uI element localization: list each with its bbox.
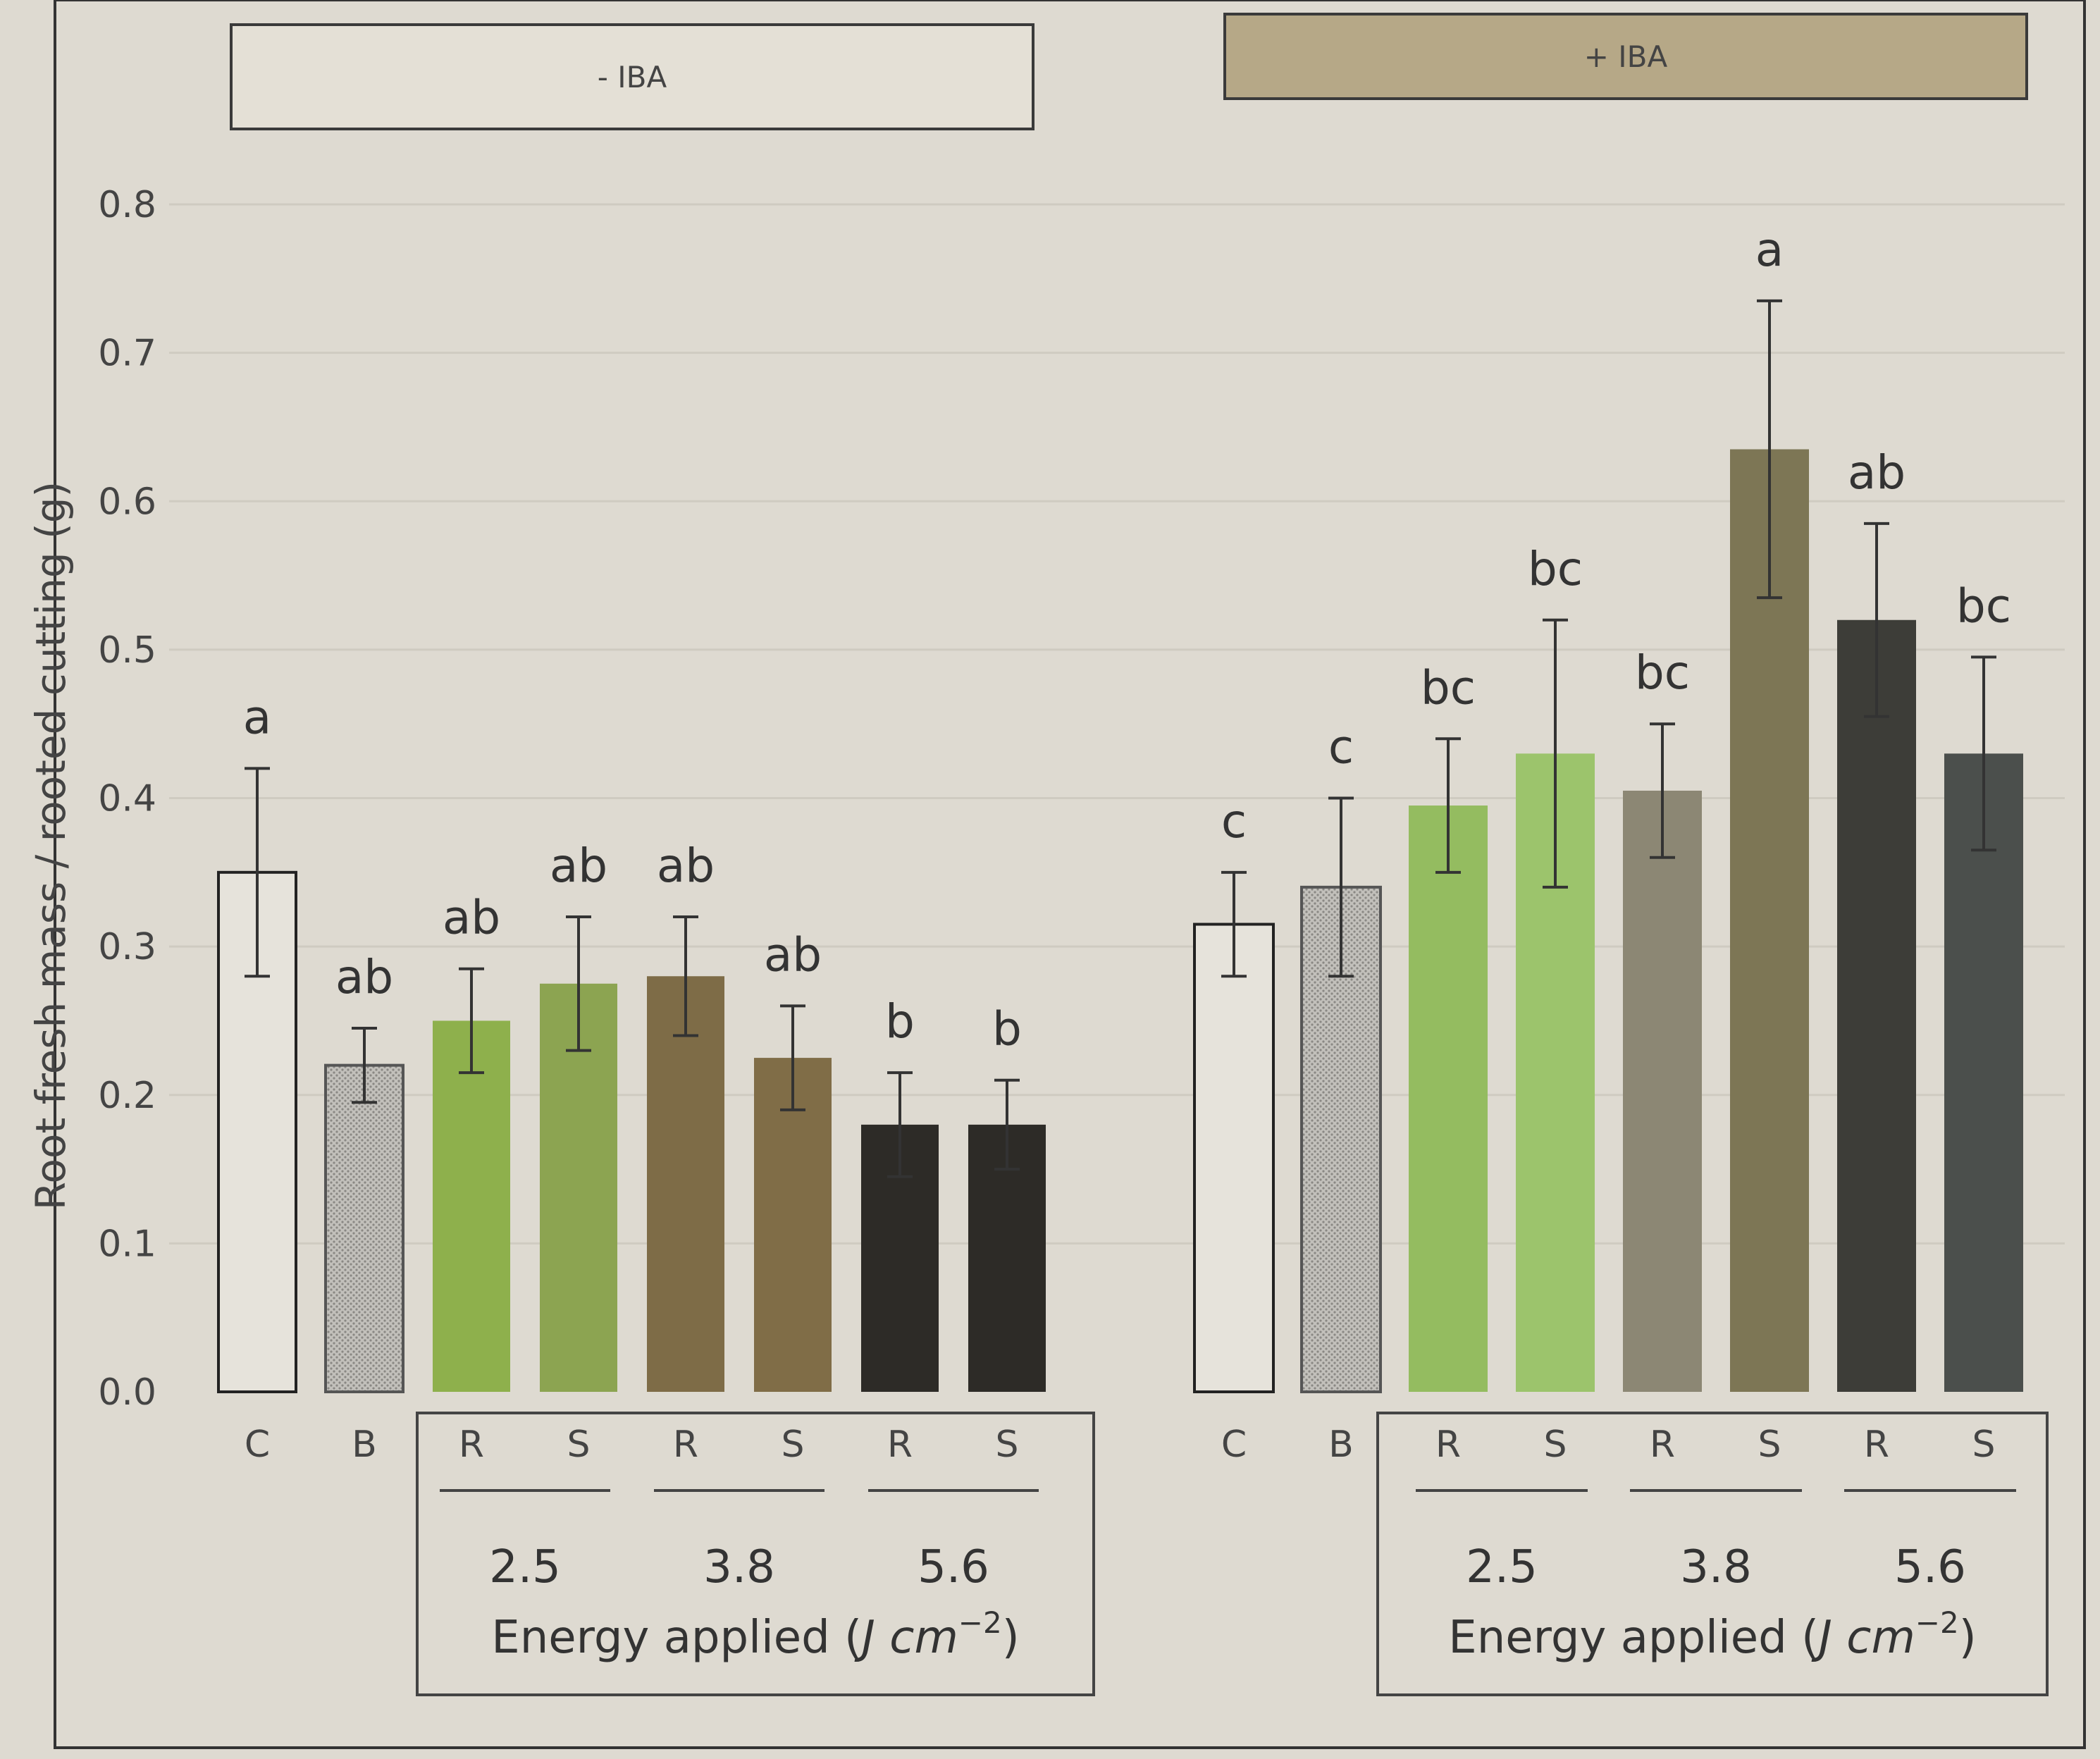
significance-letter: bc [1528, 542, 1583, 596]
panel-header [230, 23, 1034, 130]
significance-letter: bc [1421, 660, 1476, 715]
category-label: S [1972, 1424, 1995, 1466]
significance-letter: ab [1848, 445, 1906, 500]
category-label: S [781, 1424, 804, 1466]
y-tick-label: 0.4 [98, 778, 156, 820]
category-label: S [1758, 1424, 1781, 1466]
bar [1193, 922, 1275, 1393]
panel-header [1223, 13, 2028, 100]
panel-title: - IBA [598, 60, 667, 94]
significance-letter: ab [764, 927, 822, 982]
significance-letter: c [1328, 720, 1354, 774]
y-tick-label: 0.1 [98, 1223, 156, 1265]
significance-letter: b [992, 1002, 1022, 1056]
y-tick-label: 0.6 [98, 481, 156, 523]
significance-letter: b [885, 994, 915, 1049]
bar [324, 1063, 404, 1393]
y-tick-label: 0.5 [98, 629, 156, 672]
category-label: R [1435, 1424, 1461, 1466]
panel-title: + IBA [1584, 39, 1668, 74]
category-label: R [673, 1424, 698, 1466]
energy-level-label: 5.6 [1894, 1541, 1966, 1593]
bar [1837, 619, 1916, 1392]
y-tick-label: 0.8 [98, 184, 156, 226]
significance-letter: a [243, 690, 271, 744]
y-tick-label: 0.7 [98, 333, 156, 375]
energy-level-label: 5.6 [918, 1541, 989, 1593]
energy-box [1376, 1412, 2049, 1696]
energy-axis-title: Energy applied (J cm−2) [491, 1605, 1019, 1664]
significance-letter: bc [1635, 646, 1690, 700]
significance-letter: bc [1956, 579, 2011, 633]
category-label: B [1328, 1424, 1354, 1466]
category-label: R [1650, 1424, 1675, 1466]
category-label: C [1221, 1424, 1247, 1466]
energy-box [416, 1412, 1095, 1696]
energy-level-label: 3.8 [1680, 1541, 1752, 1593]
bar [1730, 449, 1809, 1392]
y-tick-label: 0.2 [98, 1075, 156, 1117]
category-label: S [995, 1424, 1018, 1466]
y-tick-label: 0.3 [98, 926, 156, 968]
category-label: S [1543, 1424, 1567, 1466]
significance-letter: ab [657, 839, 715, 893]
y-axis-label: Root fresh mass / rooted cutting (g) [27, 481, 75, 1210]
y-tick-label: 0.0 [98, 1371, 156, 1414]
significance-letter: ab [550, 839, 607, 893]
energy-level-label: 3.8 [703, 1541, 775, 1593]
category-label: R [459, 1424, 484, 1466]
bar [754, 1058, 832, 1392]
bar [1409, 806, 1488, 1392]
significance-letter: ab [335, 950, 393, 1004]
significance-letter: c [1221, 794, 1247, 848]
significance-letter: ab [443, 891, 500, 945]
energy-level-label: 2.5 [489, 1541, 561, 1593]
bar [1944, 753, 2023, 1392]
category-label: C [245, 1424, 270, 1466]
category-label: R [887, 1424, 913, 1466]
category-label: S [567, 1424, 590, 1466]
figure-frame [54, 0, 2086, 1749]
energy-axis-title: Energy applied (J cm−2) [1448, 1605, 1976, 1664]
significance-letter: a [1755, 223, 1784, 277]
bar [1623, 790, 1702, 1392]
category-label: R [1864, 1424, 1889, 1466]
category-label: B [352, 1424, 377, 1466]
bar [647, 976, 724, 1392]
bar [433, 1020, 510, 1392]
energy-level-label: 2.5 [1466, 1541, 1538, 1593]
